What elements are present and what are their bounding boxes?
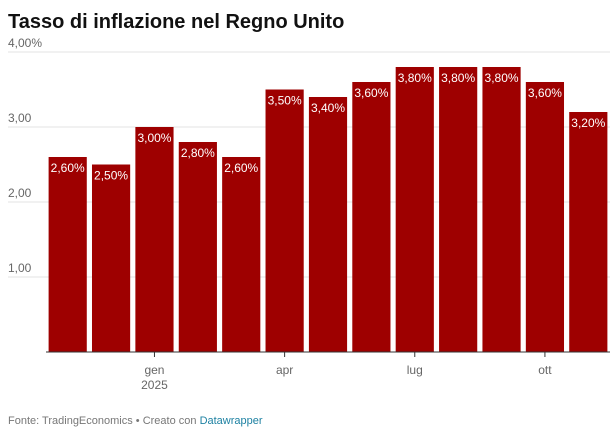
y-tick-label: 4,00%	[8, 36, 42, 50]
bar	[135, 127, 174, 352]
x-tick-label: ott	[538, 363, 552, 377]
y-tick-label: 3,00	[8, 111, 32, 125]
bar	[482, 67, 521, 352]
bar	[395, 67, 434, 352]
value-label: 2,50%	[94, 169, 128, 183]
x-tick-label: lug	[407, 363, 423, 377]
bar	[569, 112, 608, 352]
value-label: 2,60%	[51, 161, 85, 175]
value-label: 3,60%	[528, 86, 562, 100]
value-label: 3,80%	[398, 71, 432, 85]
value-label: 2,80%	[181, 146, 215, 160]
bar	[352, 82, 391, 352]
chart-title: Tasso di inflazione nel Regno Unito	[8, 11, 344, 33]
value-label: 3,20%	[571, 116, 605, 130]
bar	[439, 67, 478, 352]
bar	[525, 82, 565, 352]
bar	[91, 164, 131, 352]
value-label: 3,60%	[354, 86, 388, 100]
y-tick-label: 2,00	[8, 186, 32, 200]
value-label: 3,80%	[485, 71, 519, 85]
source-text: Fonte: TradingEconomics • Creato con	[8, 415, 197, 427]
credit-link[interactable]: Datawrapper	[200, 415, 263, 427]
value-label: 3,40%	[311, 101, 345, 115]
value-label: 3,50%	[268, 94, 302, 108]
bar	[48, 157, 87, 352]
bar	[308, 97, 348, 352]
x-year-label: 2025	[141, 378, 168, 392]
source: Fonte: TradingEconomics • Creato con Dat…	[8, 415, 263, 427]
x-tick-label: gen	[144, 363, 164, 377]
value-label: 3,00%	[137, 131, 171, 145]
value-label: 2,60%	[224, 161, 258, 175]
y-tick-label: 1,00	[8, 261, 32, 275]
bar	[222, 157, 261, 352]
value-label: 3,80%	[441, 71, 475, 85]
bar	[265, 89, 304, 352]
bar	[178, 142, 217, 352]
x-tick-label: apr	[276, 363, 293, 377]
